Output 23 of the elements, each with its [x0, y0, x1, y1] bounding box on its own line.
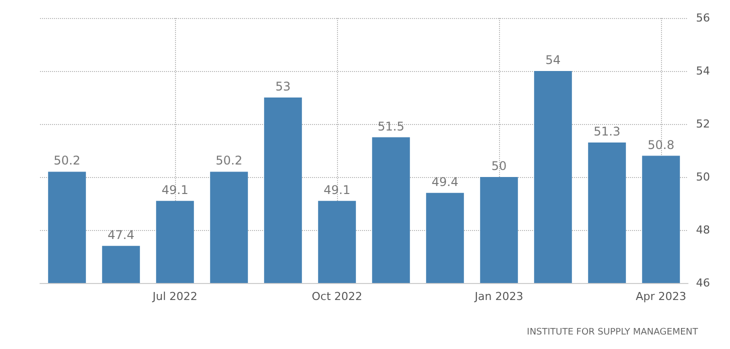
data-label: 49.1 — [162, 182, 188, 197]
text: INSTITUTE FOR SUPPLY MANAGEMENT — [526, 328, 698, 338]
data-label: 50 — [491, 159, 507, 173]
data-label: 50.2 — [54, 154, 80, 168]
x-tick-label: Jul 2022 — [152, 290, 198, 303]
y-tick-label: 46 — [696, 276, 710, 290]
y-tick-label: 48 — [696, 224, 710, 236]
x-tick-label: Oct 2022 — [312, 290, 362, 303]
y-tick-label: 56 — [696, 12, 710, 24]
y-tick-label: 54 — [696, 64, 710, 78]
data-label: 47.4 — [108, 228, 134, 242]
data-label: 51.3 — [594, 124, 620, 139]
data-label: 54 — [545, 53, 561, 67]
x-tick-label: Apr 2023 — [636, 290, 686, 303]
data-label: 49.4 — [432, 174, 458, 189]
x-tick-label: Jan 2023 — [474, 290, 524, 303]
data-label: 50.8 — [648, 138, 674, 152]
data-label: 51.5 — [378, 119, 404, 134]
y-tick-label: 50 — [696, 170, 710, 184]
data-label: 50.2 — [216, 154, 242, 168]
data-label: 53 — [275, 80, 291, 94]
y-tick-label: 52 — [696, 118, 710, 130]
data-label: 49.1 — [324, 182, 350, 197]
